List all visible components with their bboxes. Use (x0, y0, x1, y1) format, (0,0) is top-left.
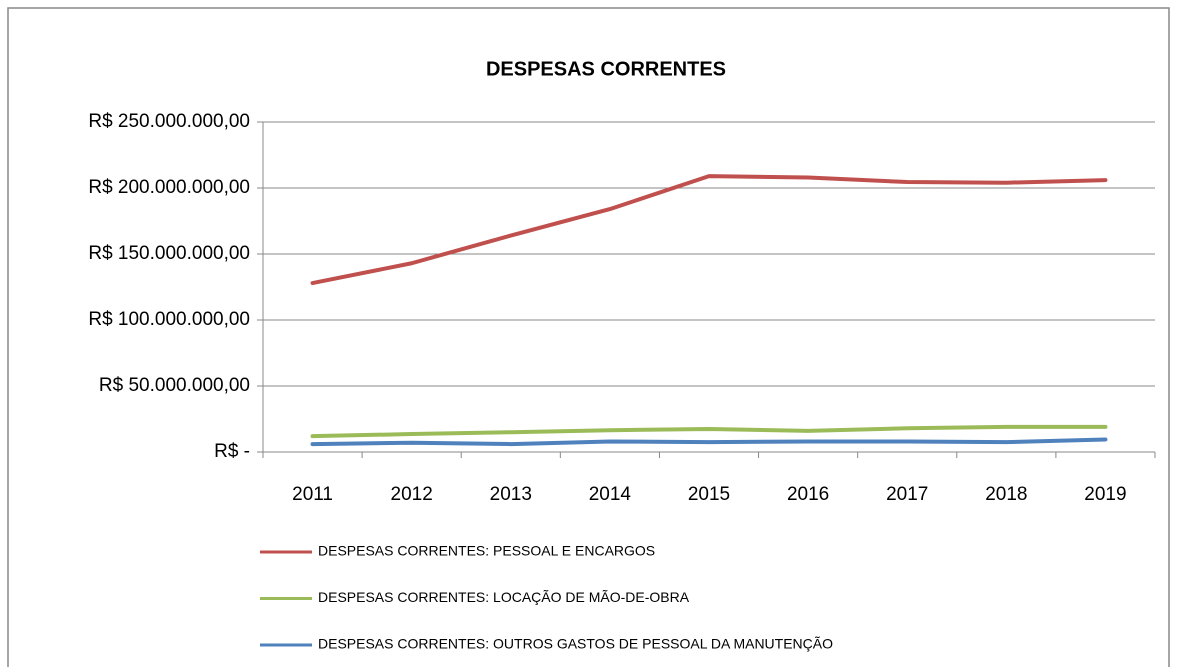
x-tick-label: 2011 (292, 484, 333, 505)
legend-label: DESPESAS CORRENTES: LOCAÇÃO DE MÃO-DE-OB… (318, 589, 690, 605)
x-tick-label: 2017 (886, 484, 928, 505)
x-tick-label: 2018 (985, 484, 1027, 505)
series-line (310, 424, 1108, 439)
y-tick-label: R$ 100.000.000,00 (88, 309, 250, 330)
series-line (310, 174, 1108, 286)
x-tick-label: 2016 (787, 484, 829, 505)
x-tick-label: 2013 (490, 484, 532, 505)
legend-label: DESPESAS CORRENTES: OUTROS GASTOS DE PES… (318, 636, 833, 652)
x-tick-label: 2015 (688, 484, 730, 505)
legend-label: DESPESAS CORRENTES: PESSOAL E ENCARGOS (318, 543, 655, 559)
x-tick-label: 2012 (391, 484, 433, 505)
chart-title: DESPESAS CORRENTES (486, 58, 726, 80)
y-tick-label: R$ 200.000.000,00 (88, 177, 250, 198)
y-tick-label: R$ - (214, 441, 250, 462)
y-tick-label: R$ 250.000.000,00 (88, 111, 250, 132)
x-tick-label: 2019 (1084, 484, 1126, 505)
x-tick-label: 2014 (589, 484, 632, 505)
y-tick-label: R$ 50.000.000,00 (99, 375, 250, 396)
chart-frame (7, 7, 1170, 667)
y-tick-label: R$ 150.000.000,00 (88, 243, 250, 264)
series-line (310, 437, 1108, 447)
